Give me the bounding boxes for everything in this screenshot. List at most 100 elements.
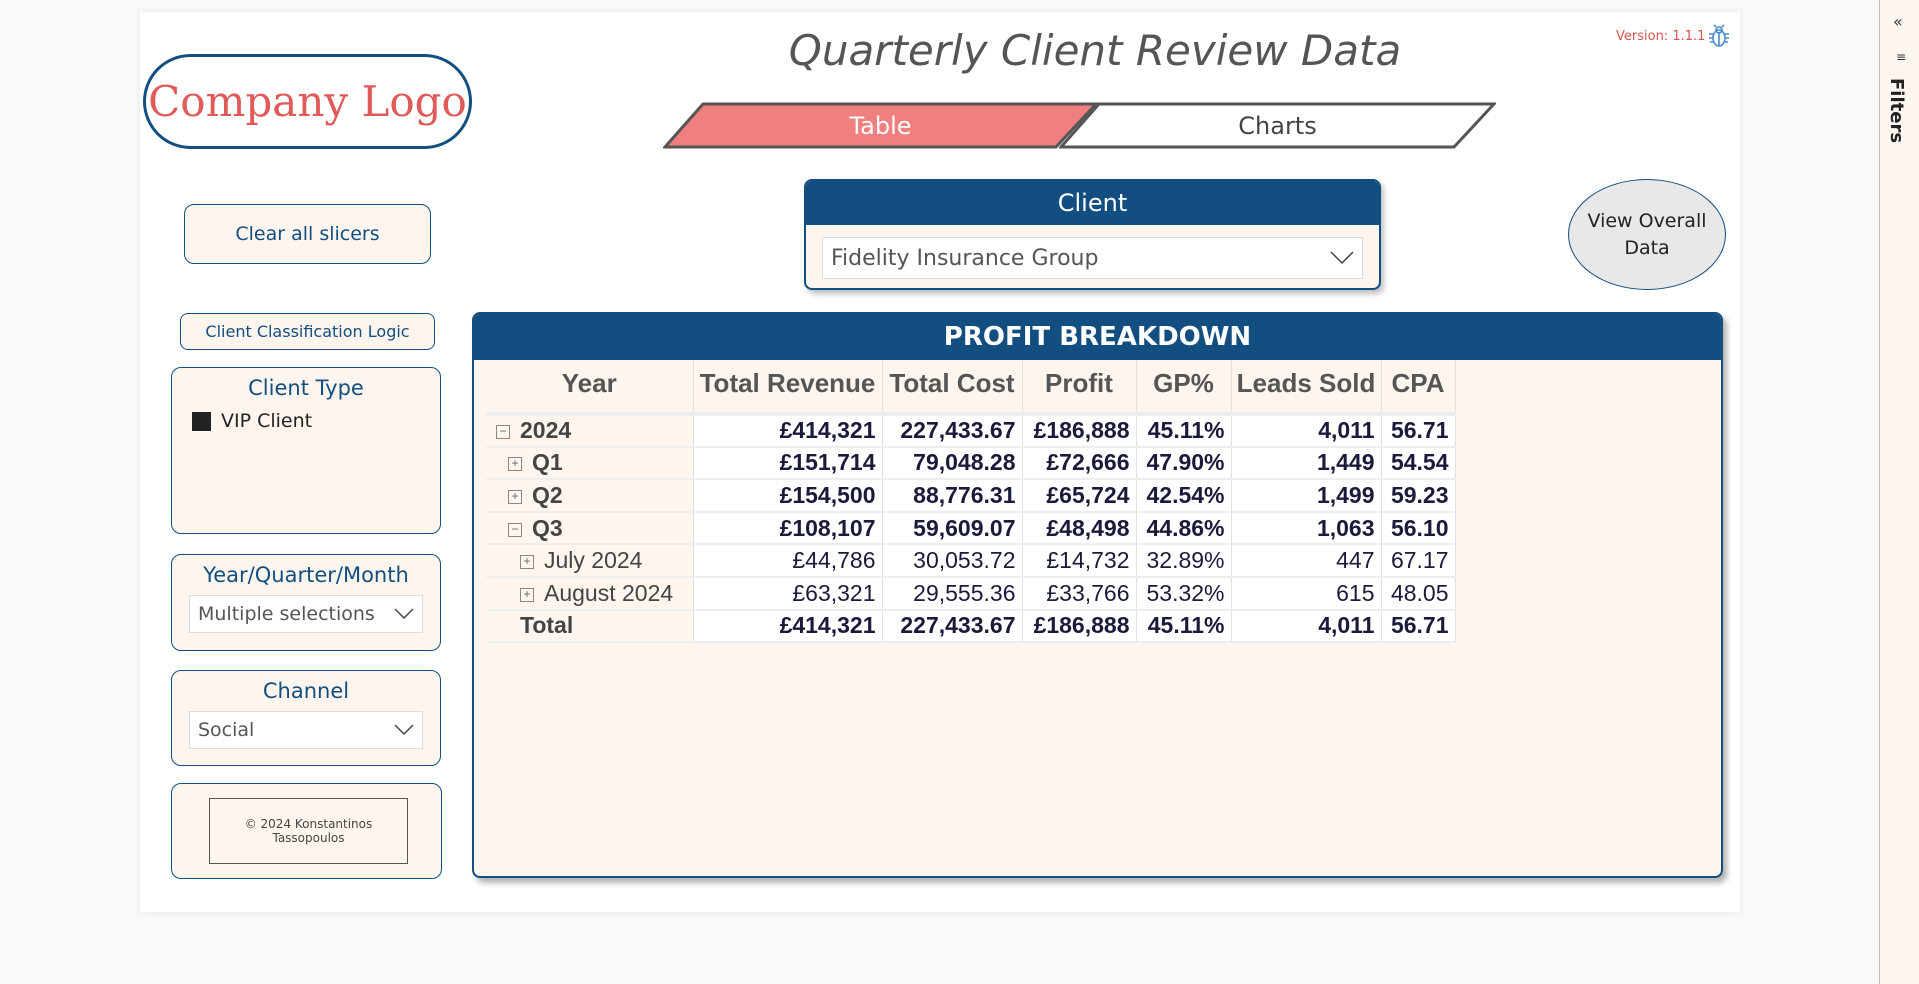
- bug-icon[interactable]: [1708, 24, 1730, 52]
- chevron-down-icon: [394, 724, 414, 736]
- client-type-option[interactable]: VIP Client: [192, 410, 440, 432]
- column-header[interactable]: Year: [486, 360, 694, 416]
- column-header[interactable]: Total Cost: [882, 360, 1023, 416]
- view-overall-data-label: View Overall Data: [1587, 209, 1707, 259]
- row-label: July 2024: [544, 547, 643, 574]
- collapse-icon[interactable]: −: [496, 425, 510, 440]
- channel-dropdown[interactable]: Social: [189, 711, 423, 749]
- row-header: Total: [486, 609, 694, 644]
- client-slicer-title: Client: [806, 181, 1379, 225]
- client-type-option-label: VIP Client: [221, 410, 313, 432]
- company-logo: Company Logo: [143, 54, 472, 149]
- column-header[interactable]: Total Revenue: [693, 360, 883, 416]
- table-cell: 615: [1231, 576, 1382, 611]
- year-quarter-month-slicer: Year/Quarter/Month Multiple selections: [171, 554, 441, 651]
- table-cell: 67.17: [1381, 544, 1456, 578]
- expand-icon[interactable]: +: [508, 457, 522, 472]
- profit-breakdown-matrix: PROFIT BREAKDOWN Year Total Revenue Total …: [472, 312, 1723, 878]
- table-row: + Q1 £151,714 79,048.28 £72,666 47.90% 1,449 54…: [486, 446, 1456, 481]
- table-cell: 59.23: [1381, 479, 1456, 513]
- clear-slicers-button[interactable]: Clear all slicers: [184, 204, 431, 264]
- year-quarter-month-title: Year/Quarter/Month: [203, 563, 409, 587]
- table-row: + August 2024 £63,321 29,555.36 £33,766 53.32…: [486, 576, 1456, 611]
- row-header: + August 2024: [486, 576, 694, 611]
- table-cell: 59,609.07: [882, 511, 1023, 546]
- column-header[interactable]: GP%: [1136, 360, 1232, 416]
- tab-table-label: Table: [849, 111, 912, 140]
- table-cell: 48.05: [1381, 576, 1456, 611]
- table-cell: £48,498: [1022, 511, 1137, 546]
- table-cell: 42.54%: [1136, 479, 1232, 513]
- column-header[interactable]: CPA: [1381, 360, 1456, 416]
- row-label: Q1: [532, 449, 563, 476]
- table-cell: £44,786: [693, 544, 883, 578]
- table-cell: 227,433.67: [882, 414, 1023, 448]
- row-header: −2024: [486, 414, 694, 448]
- table-cell: £154,500: [693, 479, 883, 513]
- dropdown-value: Social: [198, 719, 255, 741]
- tab-charts-label: Charts: [1238, 111, 1317, 140]
- row-header: − Q3: [486, 511, 694, 546]
- chevron-down-icon: [1330, 251, 1354, 265]
- table-cell: 1,063: [1231, 511, 1382, 546]
- table-cell: 47.90%: [1136, 446, 1232, 481]
- tab-charts[interactable]: Charts: [1059, 102, 1496, 149]
- table-cell: 54.54: [1381, 446, 1456, 481]
- table-cell: 30,053.72: [882, 544, 1023, 578]
- table-cell: £65,724: [1022, 479, 1137, 513]
- table-cell: 56.10: [1381, 511, 1456, 546]
- expand-icon[interactable]: +: [508, 489, 522, 504]
- row-label: Total: [520, 612, 574, 639]
- table-row: − Q3 £108,107 59,609.07 £48,498 44.86% 1,063 56…: [486, 511, 1456, 546]
- table-row: Total £414,321 227,433.67 £186,888 45.11% 4,0…: [486, 609, 1456, 644]
- year-quarter-month-dropdown[interactable]: Multiple selections: [189, 595, 423, 633]
- table-cell: 53.32%: [1136, 576, 1232, 611]
- view-overall-data-button[interactable]: View Overall Data: [1568, 179, 1726, 290]
- page-title: Quarterly Client Review Data: [788, 26, 1402, 75]
- row-label: August 2024: [544, 579, 674, 606]
- filters-pane[interactable]: « ≡ Filters: [1879, 0, 1919, 984]
- table-cell: £414,321: [693, 609, 883, 644]
- table-cell: £186,888: [1022, 414, 1137, 448]
- tab-table[interactable]: Table: [663, 102, 1098, 149]
- table-cell: 44.86%: [1136, 511, 1232, 546]
- tab-charts-shape: [1059, 102, 1496, 149]
- table-cell: 56.71: [1381, 609, 1456, 644]
- table-cell: £108,107: [693, 511, 883, 546]
- row-header: + Q2: [486, 479, 694, 513]
- table-cell: 45.11%: [1136, 609, 1232, 644]
- expand-icon[interactable]: +: [520, 555, 534, 570]
- table-row: + Q2 £154,500 88,776.31 £65,724 42.54% 1,499 59…: [486, 479, 1456, 513]
- chevron-down-icon: [394, 608, 414, 620]
- row-label: 2024: [520, 417, 572, 444]
- copyright-box: © 2024 Konstantinos Tassopoulos: [171, 783, 442, 879]
- header-row: Year Total Revenue Total Cost Profit GP% Lead…: [486, 360, 1456, 416]
- tab-table-shape: [663, 102, 1098, 149]
- checkbox-checked-icon[interactable]: [192, 411, 211, 431]
- column-header[interactable]: Leads Sold: [1231, 360, 1382, 416]
- table-row: −2024 £414,321 227,433.67 £186,888 45.11% 4,0…: [486, 414, 1456, 448]
- table-cell: £186,888: [1022, 609, 1137, 644]
- matrix-table: Year Total Revenue Total Cost Profit GP% Lead…: [486, 360, 1456, 644]
- table-cell: £151,714: [693, 446, 883, 481]
- column-header[interactable]: Profit: [1022, 360, 1137, 416]
- table-cell: £33,766: [1022, 576, 1137, 611]
- table-cell: 4,011: [1231, 609, 1382, 644]
- table-cell: 227,433.67: [882, 609, 1023, 644]
- collapse-icon[interactable]: −: [508, 522, 522, 537]
- clear-slicers-label: Clear all slicers: [235, 223, 380, 245]
- client-classification-label: Client Classification Logic: [205, 322, 410, 341]
- client-dropdown[interactable]: Fidelity Insurance Group: [822, 237, 1363, 279]
- channel-title: Channel: [262, 679, 350, 703]
- client-classification-button[interactable]: Client Classification Logic: [180, 313, 435, 350]
- collapse-icon[interactable]: «: [1893, 12, 1903, 31]
- expand-icon[interactable]: +: [520, 587, 534, 602]
- table-cell: 447: [1231, 544, 1382, 578]
- row-header: + July 2024: [486, 544, 694, 578]
- row-label: Q3: [532, 514, 563, 541]
- dropdown-value: Fidelity Insurance Group: [831, 245, 1099, 271]
- matrix-title: PROFIT BREAKDOWN: [474, 314, 1721, 360]
- table-cell: 29,555.36: [882, 576, 1023, 611]
- table-row: + July 2024 £44,786 30,053.72 £14,732 32.89% 4…: [486, 544, 1456, 578]
- table-cell: £414,321: [693, 414, 883, 448]
